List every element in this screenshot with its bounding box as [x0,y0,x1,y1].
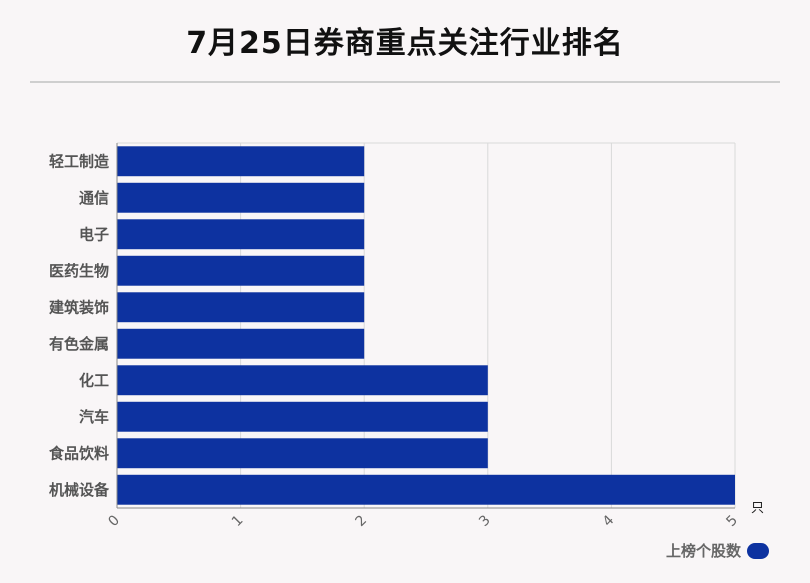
bar-4 [117,292,365,323]
bar-0 [117,146,365,177]
category-label-3: 医药生物 [49,262,109,280]
category-label-7: 汽车 [79,408,109,426]
bar-7 [117,401,488,432]
x-tick-label-0: 0 [105,512,123,530]
title-divider [30,81,780,83]
category-label-4: 建筑装饰 [49,298,109,316]
category-label-2: 电子 [79,225,109,243]
category-label-1: 通信 [79,189,109,207]
bar-6 [117,365,488,396]
legend-label: 上榜个股数 [665,542,741,560]
category-label-6: 化工 [79,371,109,389]
x-tick-label-5: 5 [723,512,741,530]
bar-5 [117,328,365,359]
bar-2 [117,219,365,250]
legend: 上榜个股数 [666,540,769,561]
x-tick-label-3: 3 [476,512,494,530]
chart-title: 7月25日券商重点关注行业排名 [186,26,624,61]
category-label-9: 机械设备 [49,481,110,499]
legend-swatch [747,542,769,559]
category-label-5: 有色金属 [49,335,109,353]
bar-1 [117,182,365,213]
category-label-0: 轻工制造 [49,152,109,170]
x-tick-label-2: 2 [353,512,371,530]
category-label-8: 食品饮料 [49,444,109,462]
bar-9 [117,474,735,505]
x-unit-label: 只 [751,501,764,516]
x-tick-label-4: 4 [600,512,618,530]
x-tick-label-1: 1 [229,512,247,530]
bar-8 [117,438,488,469]
bar-3 [117,255,365,286]
